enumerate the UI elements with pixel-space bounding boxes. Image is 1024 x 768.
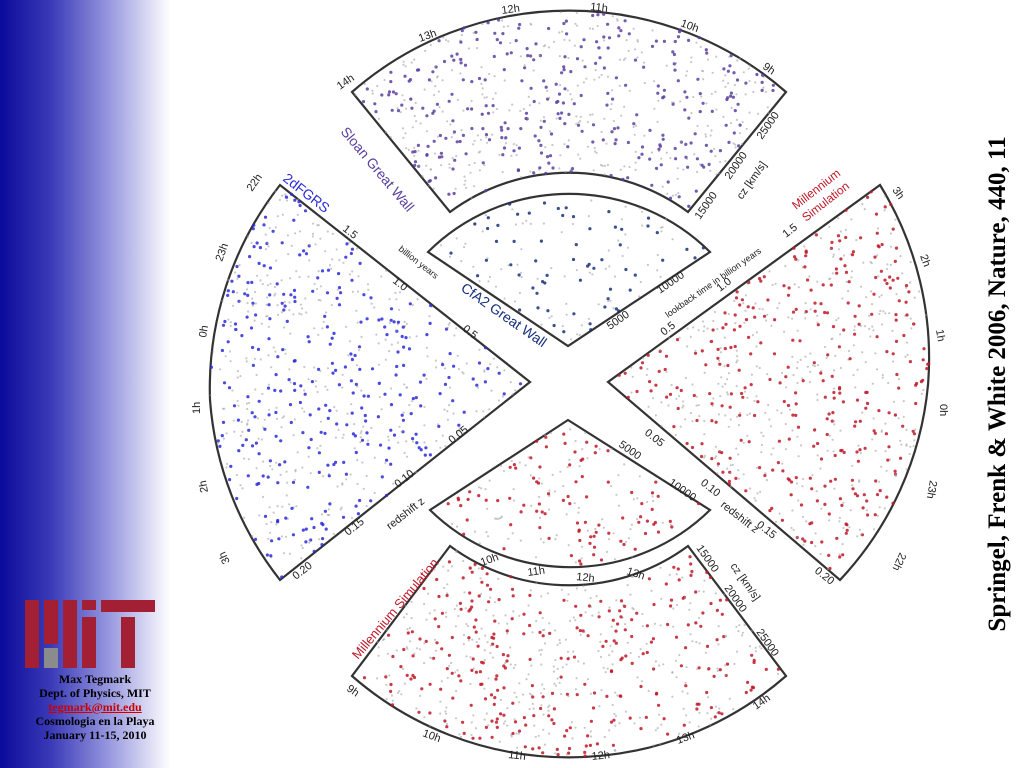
twodf-galaxy-dots — [209, 190, 523, 579]
millennium-bottom-ra-tick: 11h — [508, 749, 527, 763]
twodf-time-tick: 1.0 — [390, 275, 409, 294]
millennium-right-ra-tick: 22h — [890, 551, 909, 573]
twodf-wedge — [208, 183, 532, 582]
millennium-inner-galaxy-dots — [446, 428, 701, 566]
twodf-ra-tick: 2h — [197, 479, 211, 493]
millennium-inner-cz-tick: 10000 — [666, 477, 698, 504]
millennium-right-ra-tick: 23h — [924, 479, 939, 499]
event-name: Cosmologia en la Playa — [35, 714, 155, 728]
millennium-right-ra-tick: 0h — [937, 404, 949, 416]
citation-text: Springel, Frenk & White 2006, Nature, 44… — [984, 136, 1011, 632]
cfa2-wedge — [426, 192, 712, 348]
twodf-z-tick: 0.05 — [446, 424, 470, 447]
millennium-bottom-ra-tick: 9h — [344, 683, 361, 700]
sky-survey-wedges: Sloan Great Wall 14h 13h 12h 11h 10h 9h … — [191, 1, 949, 763]
millennium-right-time-tick: 1.5 — [780, 221, 799, 240]
twodf-time-tick: 1.5 — [340, 223, 359, 242]
millennium-bottom-ra-tick: 12h — [591, 749, 611, 763]
millennium-right-ra-tick: 1h — [933, 328, 947, 342]
millennium-right-z-tick: 0.20 — [812, 565, 836, 588]
credits-block: Max Tegmark Dept. of Physics, MIT tegmar… — [0, 672, 190, 742]
author-name: Max Tegmark — [58, 672, 132, 686]
event-dates: January 11-15, 2010 — [43, 728, 147, 742]
millennium-inner-ra-tick: 13h — [625, 565, 646, 582]
twodf-time-label: billion years — [397, 244, 441, 281]
millennium-bottom-wedge — [350, 544, 788, 759]
millennium-bottom-ra-tick: 10h — [421, 728, 442, 746]
sloan-wedge — [350, 9, 788, 214]
twodf-z-tick: 0.20 — [290, 560, 314, 583]
cfa2-cz-tick: 5000 — [605, 309, 632, 333]
twodf-z-label: redshift z — [384, 495, 427, 532]
millennium-right-time-tick: 0.5 — [658, 319, 677, 338]
millennium-right-z-tick: 0.10 — [698, 477, 722, 500]
millennium-right-ra-tick: 3h — [890, 185, 907, 202]
twodf-label: 2dFGRS — [280, 170, 333, 216]
twodf-ra-tick: 3h — [217, 550, 233, 566]
twodf-ra-tick: 1h — [191, 402, 203, 414]
millennium-right-z-tick: 0.05 — [642, 427, 666, 450]
millennium-bottom-galaxy-dots — [362, 549, 781, 758]
millennium-inner-ra-tick: 11h — [527, 565, 546, 579]
twodf-ra-tick: 0h — [197, 324, 211, 338]
millennium-right-wedge — [606, 183, 931, 582]
department: Dept. of Physics, MIT — [39, 686, 151, 700]
twodf-ra-tick: 23h — [214, 242, 232, 263]
cfa2-galaxy-dots — [439, 199, 705, 341]
millennium-right-z-tick: 0.15 — [754, 519, 778, 542]
twodf-z-tick: 0.15 — [342, 516, 366, 539]
millennium-inner-ra-tick: 12h — [576, 571, 596, 585]
sloan-ra-tick: 9h — [760, 61, 777, 78]
sloan-ra-tick: 11h — [590, 1, 609, 15]
millennium-right-ra-tick: 2h — [917, 253, 932, 269]
email-link[interactable]: tegmark@mit.edu — [48, 700, 142, 714]
sloan-ra-tick: 13h — [417, 27, 438, 45]
twodf-ra-tick: 22h — [245, 172, 265, 194]
millennium-bottom-ra-tick: 13h — [675, 729, 696, 747]
cfa2-cz-tick: 10000 — [655, 269, 687, 296]
sloan-cz-tick: 15000 — [693, 190, 720, 222]
sloan-ra-tick: 12h — [501, 3, 521, 17]
millennium-bottom-cz-tick: 25000 — [754, 627, 781, 659]
millennium-right-galaxy-dots — [617, 190, 931, 571]
sloan-label: Sloan Great Wall — [338, 124, 418, 215]
millennium-inner-ra-tick: 10h — [479, 551, 500, 569]
mit-logo — [25, 600, 155, 668]
millennium-inner-wedge — [428, 418, 712, 569]
sloan-galaxy-dots — [354, 11, 776, 208]
millennium-right-z-label: redshift z — [718, 499, 761, 536]
millennium-bottom-label: Millennium Simulation — [349, 555, 442, 662]
sloan-ra-tick: 10h — [679, 18, 700, 36]
millennium-bottom-ra-tick: 14h — [751, 692, 773, 712]
twodf-z-tick: 0.10 — [392, 468, 416, 491]
